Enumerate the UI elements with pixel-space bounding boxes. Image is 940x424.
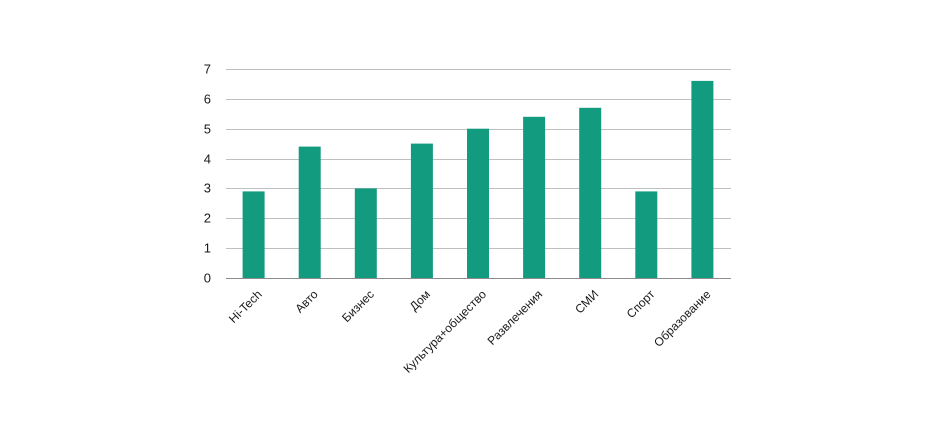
y-tick-label: 2 — [204, 211, 211, 226]
bar — [298, 146, 321, 278]
x-tick-label: СМИ — [572, 287, 601, 316]
x-tick-label: Развлечения — [485, 287, 546, 348]
x-tick-label: Бизнес — [339, 287, 377, 325]
bars — [242, 80, 714, 279]
y-tick-label: 1 — [204, 241, 211, 256]
x-tick-label: Дом — [407, 287, 433, 313]
x-tick-label: Авто — [292, 287, 321, 316]
y-tick-label: 3 — [204, 181, 211, 196]
bar — [691, 80, 714, 279]
x-tick-label: Hi-Tech — [226, 287, 265, 326]
x-tick-label: Спорт — [624, 287, 658, 321]
y-axis-tick-labels: 0 1 2 3 4 5 6 7 — [204, 62, 211, 286]
bar — [635, 191, 658, 278]
y-tick-label: 0 — [204, 271, 211, 286]
bar — [354, 188, 377, 278]
x-axis-category-labels: Hi-Tech Авто Бизнес ДомКультура+обществоРаз… — [226, 287, 714, 376]
x-tick-label: Образование — [651, 287, 714, 350]
bar — [242, 191, 265, 278]
y-tick-label: 6 — [204, 92, 211, 107]
y-tick-label: 5 — [204, 122, 211, 137]
bar — [467, 128, 489, 278]
y-tick-label: 7 — [204, 62, 211, 77]
bar — [579, 107, 602, 278]
bar — [523, 116, 546, 278]
bar — [410, 143, 433, 278]
y-tick-label: 4 — [204, 152, 211, 167]
